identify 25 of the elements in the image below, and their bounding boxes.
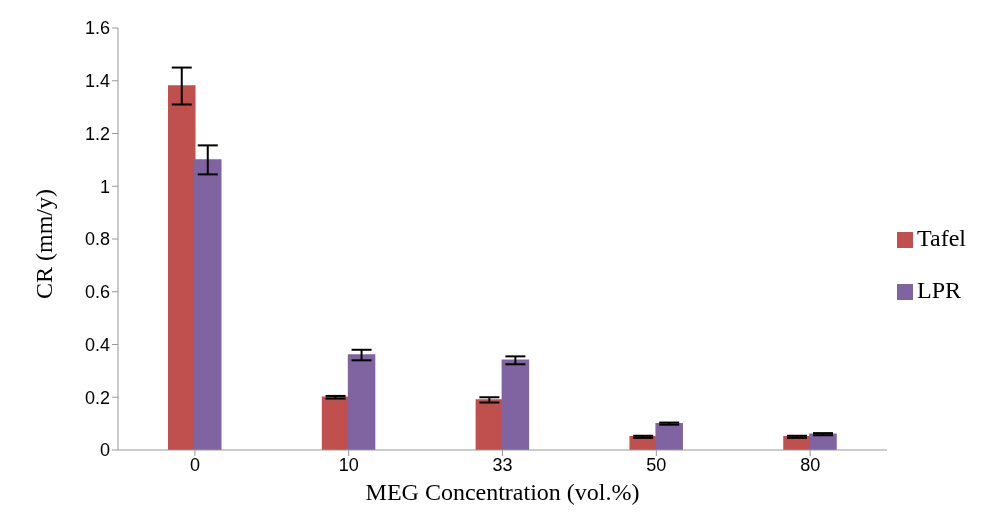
y-tick-label: 0.6 [84, 282, 110, 303]
y-tick-label: 0.2 [84, 387, 110, 408]
y-tick-label: 1.6 [84, 18, 110, 39]
bar [347, 354, 376, 450]
y-tick-label: 1.4 [84, 71, 110, 92]
y-tick-label: 0.8 [84, 229, 110, 250]
y-axis-title: CR (mm/y) [30, 188, 57, 299]
legend-label: Tafel [917, 225, 966, 251]
x-tick-label: 10 [338, 454, 359, 475]
x-tick-label: 33 [492, 454, 513, 475]
bar [501, 359, 530, 450]
x-tick-label: 50 [646, 454, 667, 475]
x-axis-title: MEG Concentration (vol.%) [365, 479, 640, 505]
x-tick-label: 0 [189, 454, 200, 475]
bar [168, 85, 196, 450]
y-tick-label: 1.2 [84, 123, 110, 144]
y-tick-label: 0 [99, 440, 110, 461]
bar [475, 399, 504, 450]
x-tick-label: 80 [800, 454, 821, 475]
bar [655, 422, 683, 450]
y-tick-label: 0.4 [84, 334, 110, 355]
legend-label: LPR [917, 277, 962, 303]
bar [194, 159, 222, 450]
y-tick-label: 1 [99, 176, 110, 197]
bar [321, 396, 350, 450]
